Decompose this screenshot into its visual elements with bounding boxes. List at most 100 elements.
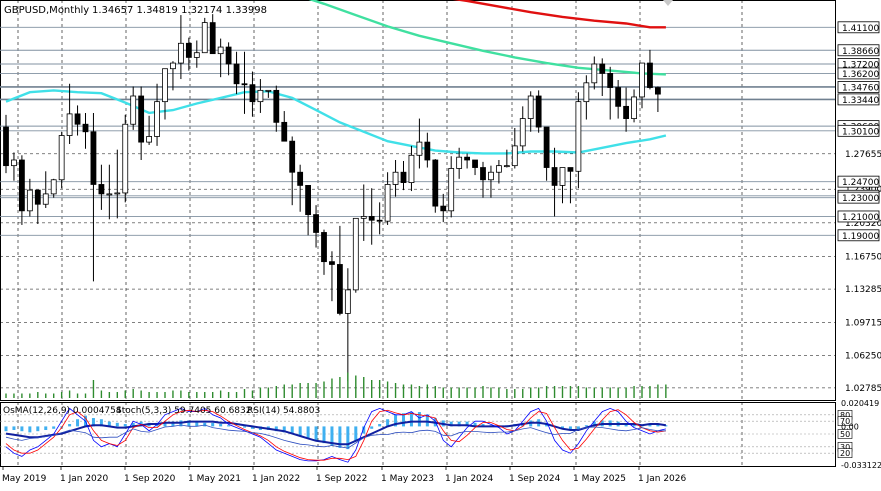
candle[interactable] (34, 189, 41, 224)
candle[interactable] (209, 14, 216, 55)
candle[interactable] (631, 89, 637, 123)
candle[interactable] (217, 38, 224, 78)
candle[interactable] (360, 184, 367, 241)
candle[interactable] (352, 217, 359, 293)
candle[interactable] (50, 178, 57, 198)
candle[interactable] (448, 156, 455, 218)
candle[interactable] (639, 62, 645, 109)
candle[interactable] (615, 80, 622, 119)
candle[interactable] (201, 17, 208, 54)
candle[interactable] (623, 87, 629, 132)
symbol-timeframe: GBPUSD,Monthly (4, 5, 89, 16)
candle[interactable] (368, 188, 375, 245)
candles-layer[interactable] (3, 14, 661, 382)
candle[interactable] (647, 49, 653, 90)
candle[interactable] (98, 164, 105, 210)
candle[interactable] (273, 85, 280, 132)
candle[interactable] (241, 51, 248, 114)
candle[interactable] (225, 42, 232, 76)
candle[interactable] (3, 114, 9, 174)
candle[interactable] (305, 185, 312, 236)
candle[interactable] (392, 160, 399, 197)
candle[interactable] (58, 131, 65, 189)
candle[interactable] (344, 268, 351, 382)
candle[interactable] (281, 111, 288, 142)
candle[interactable] (456, 147, 463, 179)
candle[interactable] (336, 225, 343, 316)
candle[interactable] (543, 126, 550, 181)
candle[interactable] (114, 149, 121, 219)
moving-average-line (5, 89, 667, 155)
candle[interactable] (321, 229, 327, 275)
candle[interactable] (503, 149, 510, 168)
candle[interactable] (154, 83, 160, 146)
candle[interactable] (265, 89, 272, 98)
candle[interactable] (313, 205, 319, 248)
candle[interactable] (567, 167, 574, 204)
candle[interactable] (138, 86, 145, 160)
price-tick-label: 1.02785 (845, 384, 881, 394)
candle[interactable] (416, 118, 423, 169)
candle[interactable] (559, 167, 566, 204)
candle[interactable] (170, 61, 176, 91)
candle[interactable] (329, 251, 335, 302)
oscillator-level-label: 70 (840, 417, 850, 426)
chart-shift-icon[interactable] (663, 0, 673, 6)
candle[interactable] (11, 152, 17, 181)
candle[interactable] (106, 164, 113, 220)
candle[interactable] (472, 159, 478, 176)
candle[interactable] (185, 37, 192, 71)
candle[interactable] (162, 68, 168, 120)
candle[interactable] (146, 115, 153, 145)
candle[interactable] (384, 172, 391, 225)
candle[interactable] (655, 86, 661, 112)
candle[interactable] (583, 75, 590, 120)
candle[interactable] (74, 105, 81, 136)
candle[interactable] (90, 112, 97, 282)
candle[interactable] (66, 83, 73, 144)
chart-shift-marker[interactable] (663, 0, 673, 6)
candle[interactable] (289, 136, 296, 206)
candle[interactable] (249, 71, 256, 117)
candle-body (623, 105, 629, 119)
candle[interactable] (551, 147, 558, 217)
candle[interactable] (599, 58, 606, 96)
candle[interactable] (257, 79, 264, 113)
candle-body (329, 261, 335, 265)
candle-body (464, 156, 471, 161)
rsi-line (5, 424, 666, 449)
candle[interactable] (511, 128, 518, 169)
candle[interactable] (400, 160, 407, 191)
candle[interactable] (122, 114, 129, 203)
candle[interactable] (575, 92, 582, 189)
candle[interactable] (440, 193, 447, 223)
candle[interactable] (376, 202, 383, 235)
level-price-box (837, 21, 880, 34)
candle[interactable] (26, 178, 33, 217)
candle[interactable] (495, 160, 502, 184)
candle[interactable] (42, 171, 49, 208)
candle[interactable] (464, 153, 471, 169)
candle[interactable] (535, 90, 542, 133)
candle[interactable] (130, 86, 137, 130)
candle[interactable] (488, 165, 494, 198)
candle[interactable] (519, 106, 526, 152)
candle[interactable] (480, 161, 486, 198)
candle[interactable] (607, 66, 614, 120)
candle[interactable] (177, 15, 184, 80)
candle[interactable] (193, 40, 200, 68)
candle[interactable] (432, 159, 439, 213)
candle[interactable] (591, 56, 598, 90)
candle[interactable] (18, 155, 25, 225)
level-price-label: 1.34760 (842, 83, 879, 93)
candle-body (11, 159, 17, 167)
candle[interactable] (408, 145, 415, 192)
candle-body (400, 171, 407, 183)
candle[interactable] (82, 112, 89, 149)
candle[interactable] (233, 51, 240, 95)
candle[interactable] (297, 164, 304, 212)
candle[interactable] (424, 132, 431, 168)
candle[interactable] (527, 91, 534, 132)
